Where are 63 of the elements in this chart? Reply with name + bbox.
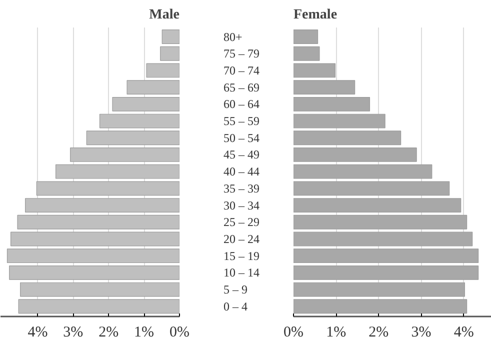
bar: [20, 282, 180, 297]
bar: [17, 214, 180, 230]
bar: [294, 198, 462, 212]
y-tick-label: 0 – 4: [224, 299, 248, 314]
x-tick-label: 4%: [28, 324, 48, 340]
x-tick-label: 1%: [134, 324, 154, 340]
y-tick-label: 65 – 69: [224, 80, 260, 94]
bar: [160, 46, 180, 61]
bar: [294, 46, 320, 61]
y-tick-label: 50 – 54: [224, 130, 260, 145]
y-tick-label: 75 – 79: [224, 46, 260, 61]
bar: [294, 299, 468, 314]
x-tick-label: 2%: [98, 324, 119, 340]
bar: [112, 96, 180, 112]
bar: [294, 181, 450, 196]
bar: [10, 232, 180, 246]
bar: [6, 248, 180, 264]
y-tick-label: 40 – 44: [224, 164, 260, 179]
y-tick-label: 60 – 64: [224, 97, 260, 112]
x-tick-label: 0%: [284, 324, 304, 340]
bar: [294, 248, 479, 264]
y-tick-label: 20 – 24: [224, 232, 260, 246]
bar: [294, 282, 465, 297]
bar: [294, 148, 417, 162]
bar: [146, 63, 180, 78]
x-tick-label: 0%: [170, 324, 190, 340]
bar: [162, 30, 180, 44]
y-tick-label: 80+: [224, 30, 242, 44]
y-tick-label: 70 – 74: [224, 63, 260, 78]
bar: [294, 164, 432, 179]
bar: [70, 148, 180, 162]
y-tick-label: 15 – 19: [224, 248, 260, 263]
y-tick-label: 55 – 59: [224, 114, 260, 128]
bar: [294, 130, 402, 146]
bar: [36, 181, 180, 196]
y-tick-label: 5 – 9: [224, 282, 248, 297]
x-tick-label: 4%: [454, 324, 474, 340]
y-tick-label: 10 – 14: [224, 266, 260, 280]
bar: [294, 232, 473, 246]
bar: [294, 80, 356, 95]
y-tick-label: 35 – 39: [224, 181, 260, 196]
chart-title: Male: [149, 8, 180, 22]
x-tick-label: 3%: [411, 324, 432, 340]
bar: [294, 63, 336, 78]
y-tick-label: 25 – 29: [224, 215, 260, 230]
y-tick-label: 30 – 34: [224, 198, 260, 212]
bar: [294, 214, 468, 230]
bar: [294, 30, 318, 44]
bar: [9, 265, 180, 280]
bar: [126, 80, 180, 95]
x-tick-label: 1%: [326, 324, 346, 340]
bar: [294, 114, 386, 128]
y-tick-label: 45 – 49: [224, 148, 260, 162]
chart-title: Female: [294, 8, 338, 22]
bar: [99, 114, 180, 128]
x-tick-label: 2%: [368, 324, 389, 340]
bar: [55, 164, 180, 179]
bar: [294, 265, 479, 280]
x-tick-label: 3%: [63, 324, 84, 340]
bar: [18, 299, 180, 314]
bar: [25, 198, 180, 212]
bar: [86, 130, 180, 146]
bar: [294, 96, 370, 112]
